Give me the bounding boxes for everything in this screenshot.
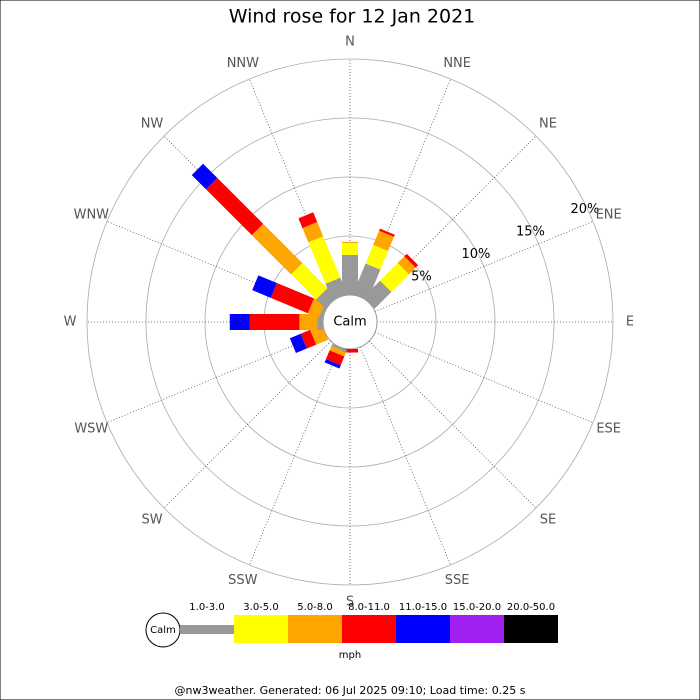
legend-label: 11.0-15.0 [399,602,447,613]
rose-segment [270,283,314,314]
spoke [248,346,341,566]
legend-label: 8.0-11.0 [348,602,390,613]
y-tick-label: 5% [411,270,432,285]
rose-segment [363,280,392,309]
rose-segment [229,314,250,330]
rose-segment [325,277,348,301]
direction-label: SW [141,512,162,527]
rose-segment [289,333,307,354]
rose-segment [191,163,218,190]
legend-swatch [180,625,234,634]
rose-segment [205,177,264,236]
direction-label: SSW [228,573,258,588]
spoke [106,331,326,424]
legend-calm-label: Calm [150,625,176,636]
direction-label: ESE [596,422,621,437]
legend-label: 15.0-20.0 [453,602,501,613]
rose-segment [299,314,318,330]
direction-label: N [345,35,355,50]
legend-swatch [504,615,558,643]
legend-swatch [450,615,504,643]
direction-label: SSE [445,573,470,588]
direction-label: WSW [74,422,108,437]
rose-segment [251,223,303,275]
rose-segment [308,236,341,284]
rose-segment [249,314,300,330]
rose-segment [397,256,416,275]
legend-label: 1.0-3.0 [189,602,224,613]
rose-segment [302,222,324,243]
direction-label: S [346,595,354,610]
chart-title: Wind rose for 12 Jan 2021 [229,6,476,28]
legend-swatch [234,615,288,643]
direction-label: ENE [596,207,622,222]
direction-label: WNW [74,207,110,222]
rose-segment [373,230,394,252]
grid-ring [86,58,614,586]
rose-segment [325,350,345,366]
rose-segment [342,243,358,255]
direction-label: E [626,315,634,330]
spoke [359,346,452,566]
direction-label: NE [539,117,557,132]
rose-segment [365,244,389,270]
direction-label: NNW [227,56,259,71]
rose-segment [252,275,277,298]
rose-segment [300,329,317,349]
footer: @nw3weather. Generated: 06 Jul 2025 09:1… [175,684,526,697]
legend-swatch [342,615,396,643]
rose-segment [380,263,409,292]
legend-swatch [396,615,450,643]
spoke [368,340,537,509]
direction-label: SE [540,512,556,527]
legend-label: 3.0-5.0 [243,602,278,613]
rose-segment [379,228,395,237]
rose-segment [352,263,381,301]
legend-label: 5.0-8.0 [297,602,332,613]
rose-segment [329,346,347,357]
rose-segment [298,212,318,229]
unit-label: mph [339,650,361,661]
rose-segment [342,254,358,295]
direction-label: NW [141,117,164,132]
legend-label: 20.0-50.0 [507,602,555,613]
direction-label: W [64,315,77,330]
y-tick-label: 15% [516,224,545,239]
rose-segment [291,263,328,300]
y-tick-label: 20% [571,202,600,217]
rose-segment [342,241,358,244]
calm-label: Calm [333,315,366,330]
rose-segment [324,359,341,369]
rose-segment [331,343,348,353]
rose-segment [404,253,419,268]
direction-label: NNE [443,56,471,71]
spoke [374,220,594,313]
spoke [374,331,594,424]
y-tick-label: 10% [462,247,491,262]
legend-swatch [288,615,342,643]
spoke [163,340,332,509]
